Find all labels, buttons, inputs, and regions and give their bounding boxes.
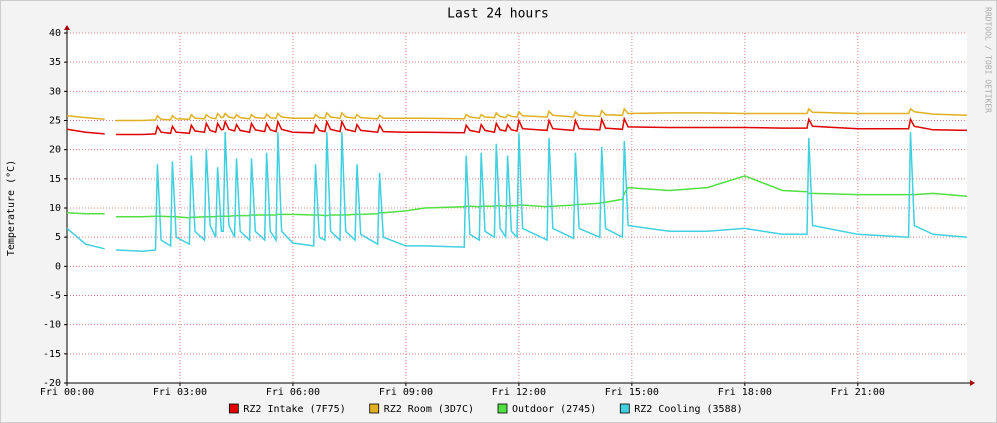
y-tick-label: 40 xyxy=(49,28,61,39)
y-tick-label: -20 xyxy=(43,378,61,389)
x-tick-label: Fri 15:00 xyxy=(605,387,659,398)
legend-label: Outdoor (2745) xyxy=(512,404,596,415)
x-tick-label: Fri 09:00 xyxy=(379,387,433,398)
y-tick-label: -15 xyxy=(43,349,61,360)
legend-label: RZ2 Cooling (3588) xyxy=(634,404,742,415)
y-tick-label: -10 xyxy=(43,320,61,331)
legend-swatch xyxy=(619,403,630,414)
y-tick-label: 35 xyxy=(49,57,61,68)
legend-swatch xyxy=(369,403,380,414)
y-tick-label: -5 xyxy=(49,291,61,302)
series-line xyxy=(66,116,968,136)
y-tick-label: 0 xyxy=(55,261,61,272)
y-tick-label: 5 xyxy=(55,232,61,243)
y-axis-label: Temperature (°C) xyxy=(6,160,17,256)
chart-title: Last 24 hours xyxy=(447,7,549,22)
series-line xyxy=(66,132,968,252)
legend-swatch xyxy=(228,403,239,414)
axis-arrow xyxy=(64,25,70,30)
y-tick-label: 10 xyxy=(49,203,61,214)
legend-label: RZ2 Room (3D7C) xyxy=(384,404,474,415)
y-tick-label: 20 xyxy=(49,145,61,156)
x-tick-label: Fri 18:00 xyxy=(718,387,772,398)
x-tick-label: Fri 12:00 xyxy=(492,387,546,398)
x-tick-label: Fri 06:00 xyxy=(266,387,320,398)
y-tick-label: 30 xyxy=(49,86,61,97)
watermark: RRDTOOL / TOBI OETIKER xyxy=(984,7,993,113)
series-line xyxy=(66,107,968,122)
y-tick-label: 15 xyxy=(49,174,61,185)
x-tick-label: Fri 00:00 xyxy=(40,387,94,398)
y-tick-label: 25 xyxy=(49,116,61,127)
legend-swatch xyxy=(497,403,508,414)
x-tick-label: Fri 21:00 xyxy=(831,387,885,398)
legend-label: RZ2 Intake (7F75) xyxy=(243,404,345,415)
axis-arrow xyxy=(970,380,975,386)
x-tick-label: Fri 03:00 xyxy=(153,387,207,398)
